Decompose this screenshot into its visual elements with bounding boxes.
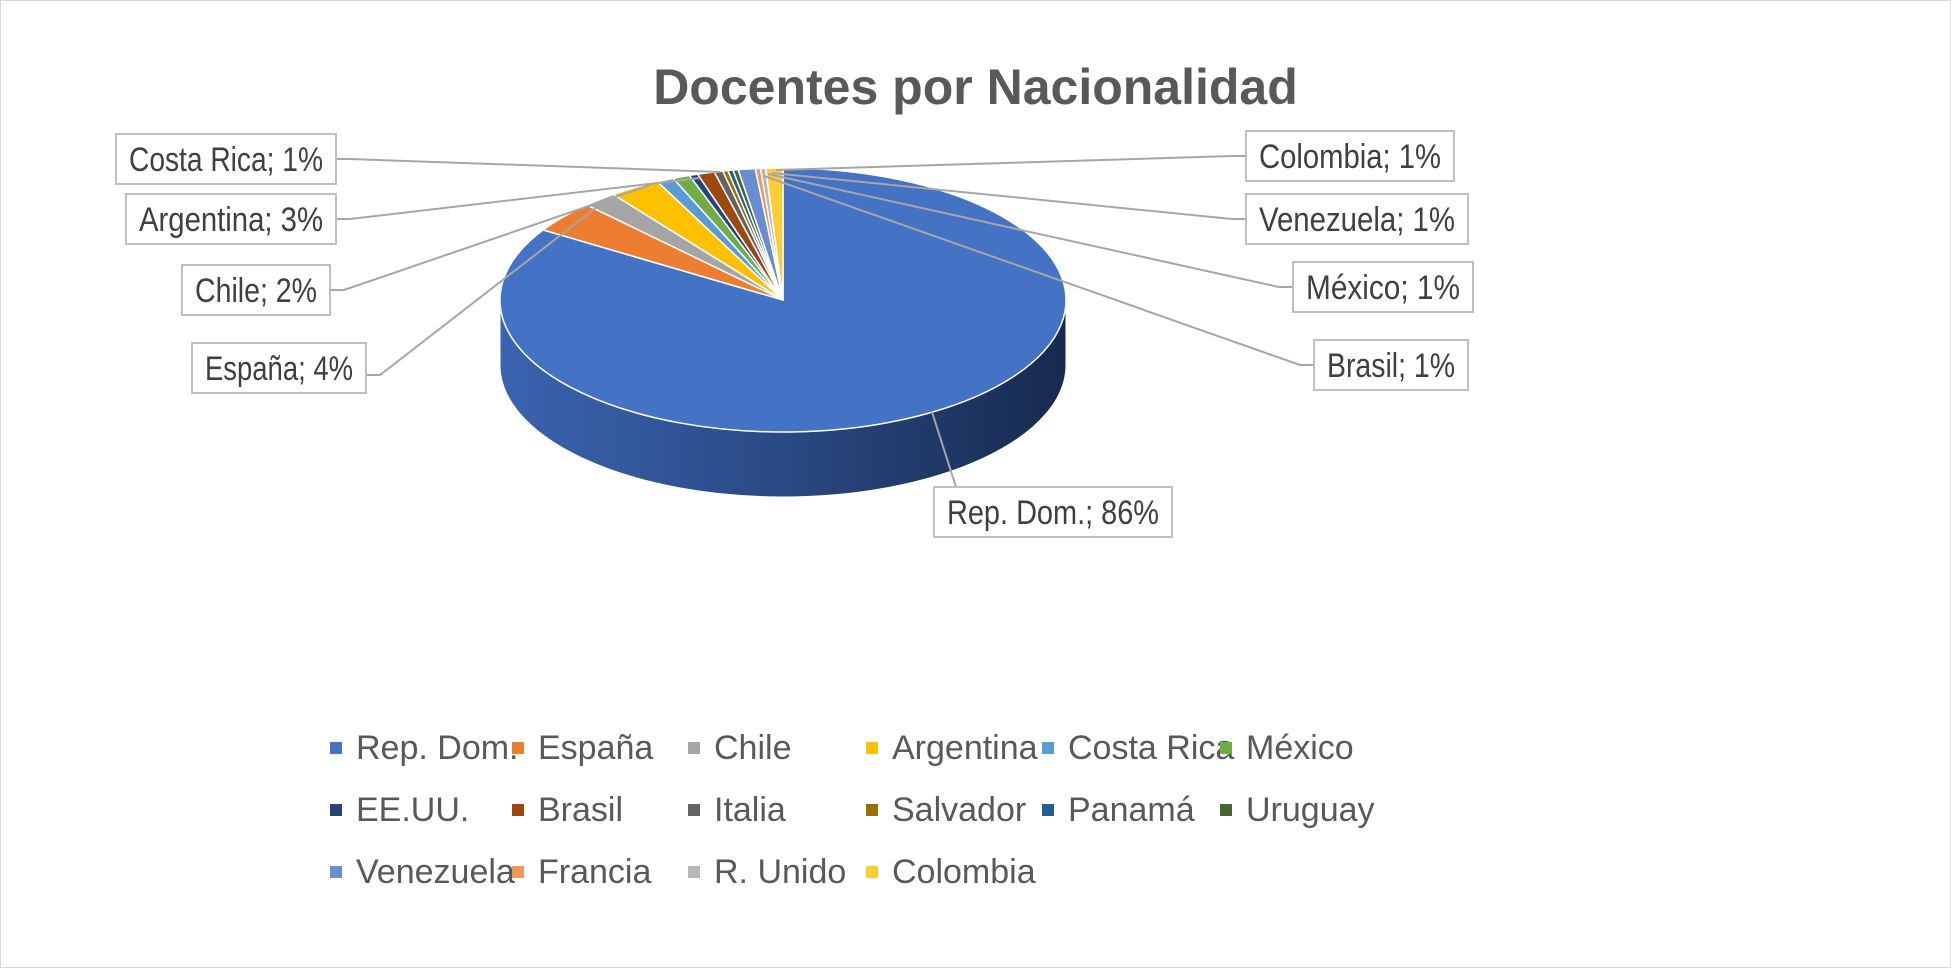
legend-item: México (1220, 728, 1354, 768)
legend-label: Salvador (892, 790, 1027, 829)
legend-label: Costa Rica (1068, 728, 1235, 767)
legend-item: Venezuela (330, 852, 515, 892)
legend-label: Brasil (538, 790, 624, 829)
data-label-box (1313, 339, 1469, 391)
legend-swatch (512, 804, 524, 816)
legend-swatch (866, 804, 878, 816)
legend-swatch (330, 742, 342, 754)
leader-line (336, 177, 701, 220)
chart-title: Docentes por Nacionalidad (653, 59, 1298, 115)
data-label: Venezuela; 1% (1245, 193, 1469, 245)
legend-swatch (688, 866, 700, 878)
leader-line (771, 172, 1246, 220)
legend-label: España (538, 728, 654, 767)
data-label-box (1245, 130, 1455, 182)
data-label-text: Argentina; 3% (139, 201, 323, 239)
leader-lines (330, 155, 1314, 488)
data-label-box (125, 193, 337, 245)
legend-swatch (1220, 742, 1232, 754)
leader-line (366, 199, 607, 376)
data-label: Rep. Dom.; 86% (933, 486, 1173, 538)
legend-label: Panamá (1068, 790, 1195, 829)
data-label-text: Costa Rica; 1% (129, 141, 323, 179)
legend-swatch (330, 866, 342, 878)
data-label: Chile; 2% (181, 264, 331, 316)
data-label-text: España; 4% (205, 350, 353, 388)
legend-label: EE.UU. (356, 790, 470, 829)
legend-item: EE.UU. (330, 790, 469, 830)
legend-item: Francia (512, 852, 651, 892)
legend-label: Argentina (892, 728, 1038, 767)
data-label: España; 4% (191, 342, 367, 394)
legend-swatch (688, 804, 700, 816)
legend-label: México (1246, 728, 1354, 767)
data-label-box (181, 264, 331, 316)
data-label-box (115, 133, 337, 185)
legend-item: R. Unido (688, 852, 846, 892)
leader-line (336, 158, 721, 173)
legend-item: Salvador (866, 790, 1026, 830)
data-label-box (1292, 261, 1474, 313)
leader-line (330, 184, 651, 291)
legend-label: Italia (714, 790, 786, 829)
legend-label: Francia (538, 852, 652, 891)
legend-swatch (1042, 804, 1054, 816)
legend-item: Panamá (1042, 790, 1195, 830)
leader-line (775, 155, 1246, 171)
data-label-text: México; 1% (1306, 269, 1460, 307)
legend-swatch (688, 742, 700, 754)
legend-item: Rep. Dom. (330, 728, 519, 768)
legend-label: Rep. Dom. (356, 728, 519, 767)
legend-label: Colombia (892, 852, 1036, 891)
leader-line (763, 175, 1314, 366)
data-label-text: Rep. Dom.; 86% (947, 494, 1159, 532)
data-label-text: Venezuela; 1% (1259, 201, 1455, 239)
legend-swatch (330, 804, 342, 816)
legend-item: Costa Rica (1042, 728, 1234, 768)
pie-slice-colombia (764, 167, 784, 301)
legend-item: Colombia (866, 852, 1036, 892)
legend-item: Brasil (512, 790, 623, 830)
legend-item: Uruguay (1220, 790, 1375, 830)
data-label: Costa Rica; 1% (115, 133, 337, 185)
data-label: Colombia; 1% (1245, 130, 1455, 182)
legend-swatch (1042, 742, 1054, 754)
data-label: Brasil; 1% (1313, 339, 1469, 391)
legend-swatch (866, 742, 878, 754)
data-label-text: Brasil; 1% (1327, 347, 1455, 385)
data-label-box (191, 342, 367, 394)
legend-label: Chile (714, 728, 792, 767)
legend-swatch (512, 866, 524, 878)
leader-line (767, 173, 1293, 288)
legend-item: España (512, 728, 653, 768)
pie-top (499, 167, 1067, 433)
data-label-box (1245, 193, 1469, 245)
data-label: Argentina; 3% (125, 193, 337, 245)
legend-item: Chile (688, 728, 791, 768)
legend-label: Venezuela (356, 852, 515, 891)
legend-item: Italia (688, 790, 786, 830)
data-labels: Costa Rica; 1% Argentina; 3% Chile; 2% Espa… (115, 130, 1474, 538)
legend-label: Uruguay (1246, 790, 1375, 829)
data-label-text: Colombia; 1% (1259, 138, 1441, 176)
legend-item: Argentina (866, 728, 1038, 768)
legend-label: R. Unido (714, 852, 847, 891)
legend-swatch (866, 866, 878, 878)
data-label-box (933, 486, 1173, 538)
data-label: México; 1% (1292, 261, 1474, 313)
legend-swatch (512, 742, 524, 754)
data-label-text: Chile; 2% (195, 272, 317, 310)
legend-swatch (1220, 804, 1232, 816)
